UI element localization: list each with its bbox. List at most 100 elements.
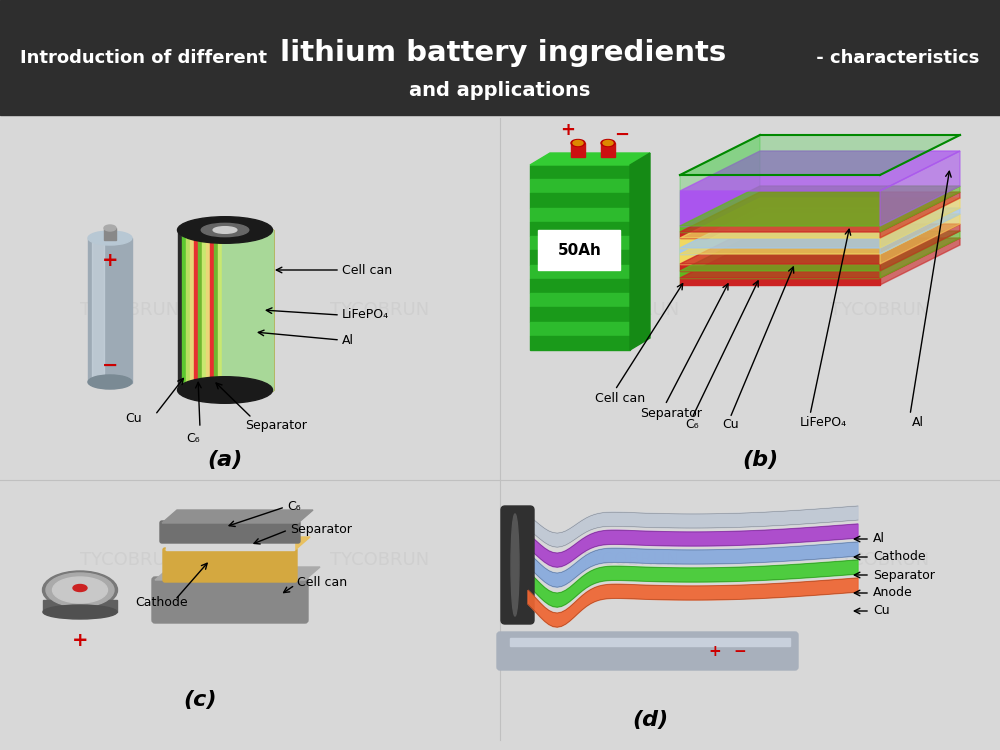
Bar: [530, 322, 630, 336]
Bar: [530, 265, 630, 279]
Polygon shape: [880, 214, 960, 264]
Text: (c): (c): [183, 690, 217, 710]
Text: Cathode: Cathode: [135, 596, 188, 610]
Bar: [104, 228, 116, 240]
Text: Cathode: Cathode: [873, 550, 926, 563]
Ellipse shape: [178, 376, 272, 404]
Polygon shape: [680, 192, 960, 232]
Bar: [530, 179, 630, 194]
Bar: [530, 222, 630, 236]
Text: Al: Al: [912, 416, 924, 428]
Text: TYCOBRUN: TYCOBRUN: [580, 551, 680, 569]
FancyBboxPatch shape: [163, 548, 297, 582]
Polygon shape: [880, 198, 960, 248]
Text: Separator: Separator: [245, 419, 307, 431]
Ellipse shape: [601, 140, 615, 146]
Text: −: −: [614, 126, 630, 144]
Polygon shape: [680, 208, 960, 248]
Ellipse shape: [73, 584, 87, 592]
Text: TYCOBRUN: TYCOBRUN: [830, 301, 930, 319]
Text: LiFePO₄: LiFePO₄: [800, 416, 847, 428]
Bar: [680, 191, 880, 226]
Bar: [680, 278, 880, 285]
Bar: [680, 232, 880, 238]
Polygon shape: [680, 135, 960, 175]
FancyBboxPatch shape: [497, 632, 798, 670]
Polygon shape: [528, 542, 858, 587]
Ellipse shape: [43, 605, 117, 619]
Bar: [206, 230, 273, 390]
Bar: [178, 230, 273, 390]
Text: Separator: Separator: [640, 406, 702, 419]
Polygon shape: [528, 578, 858, 627]
Bar: [530, 251, 630, 265]
Polygon shape: [528, 560, 858, 608]
Ellipse shape: [88, 375, 132, 389]
Text: Separator: Separator: [290, 524, 352, 536]
Text: −: −: [734, 644, 746, 659]
Bar: [43, 600, 117, 612]
Bar: [166, 540, 294, 550]
Polygon shape: [680, 186, 960, 226]
Text: Cu: Cu: [722, 419, 739, 431]
Ellipse shape: [104, 225, 116, 231]
Bar: [680, 226, 880, 232]
Bar: [601, 143, 615, 157]
Text: - characteristics: - characteristics: [810, 49, 979, 67]
Bar: [530, 165, 630, 179]
Text: +: +: [72, 631, 88, 650]
Text: +: +: [102, 251, 118, 269]
Bar: [198, 230, 273, 390]
Polygon shape: [880, 231, 960, 278]
Bar: [92, 242, 104, 379]
Polygon shape: [162, 510, 313, 523]
Text: Al: Al: [873, 532, 885, 545]
Text: Cu: Cu: [125, 412, 142, 424]
Text: TYCOBRUN: TYCOBRUN: [580, 301, 680, 319]
Bar: [680, 254, 880, 264]
Polygon shape: [680, 135, 760, 285]
Bar: [510, 638, 790, 646]
Bar: [680, 264, 880, 271]
Bar: [530, 194, 630, 208]
Bar: [222, 230, 273, 390]
Polygon shape: [528, 506, 858, 548]
Text: C₆: C₆: [186, 431, 200, 445]
Bar: [680, 271, 880, 278]
Bar: [194, 230, 273, 390]
Bar: [214, 230, 273, 390]
Text: Separator: Separator: [873, 568, 935, 581]
Bar: [571, 143, 585, 157]
Ellipse shape: [201, 224, 249, 237]
Bar: [530, 208, 630, 222]
Text: TYCOBRUN: TYCOBRUN: [830, 551, 930, 569]
Ellipse shape: [573, 140, 583, 146]
Bar: [530, 236, 630, 250]
Polygon shape: [880, 238, 960, 285]
Bar: [530, 279, 630, 293]
Ellipse shape: [571, 140, 585, 146]
Bar: [202, 230, 273, 390]
Bar: [182, 230, 273, 390]
Text: Anode: Anode: [873, 586, 913, 599]
Bar: [680, 248, 880, 254]
Polygon shape: [680, 224, 960, 264]
Bar: [530, 308, 630, 322]
Polygon shape: [680, 231, 960, 271]
Ellipse shape: [52, 577, 108, 603]
Bar: [538, 230, 620, 271]
Bar: [218, 230, 273, 390]
Text: −: −: [102, 356, 118, 374]
Text: TYCOBRUN: TYCOBRUN: [330, 551, 430, 569]
FancyBboxPatch shape: [501, 506, 534, 624]
Polygon shape: [165, 537, 310, 550]
Text: Al: Al: [342, 334, 354, 346]
Polygon shape: [528, 524, 858, 567]
Bar: [190, 230, 273, 390]
Text: 50Ah: 50Ah: [558, 242, 602, 257]
Ellipse shape: [603, 140, 613, 146]
Text: TYCOBRUN: TYCOBRUN: [80, 551, 180, 569]
Bar: [0, 0, 1000, 115]
Polygon shape: [880, 224, 960, 271]
Text: +: +: [560, 121, 576, 139]
